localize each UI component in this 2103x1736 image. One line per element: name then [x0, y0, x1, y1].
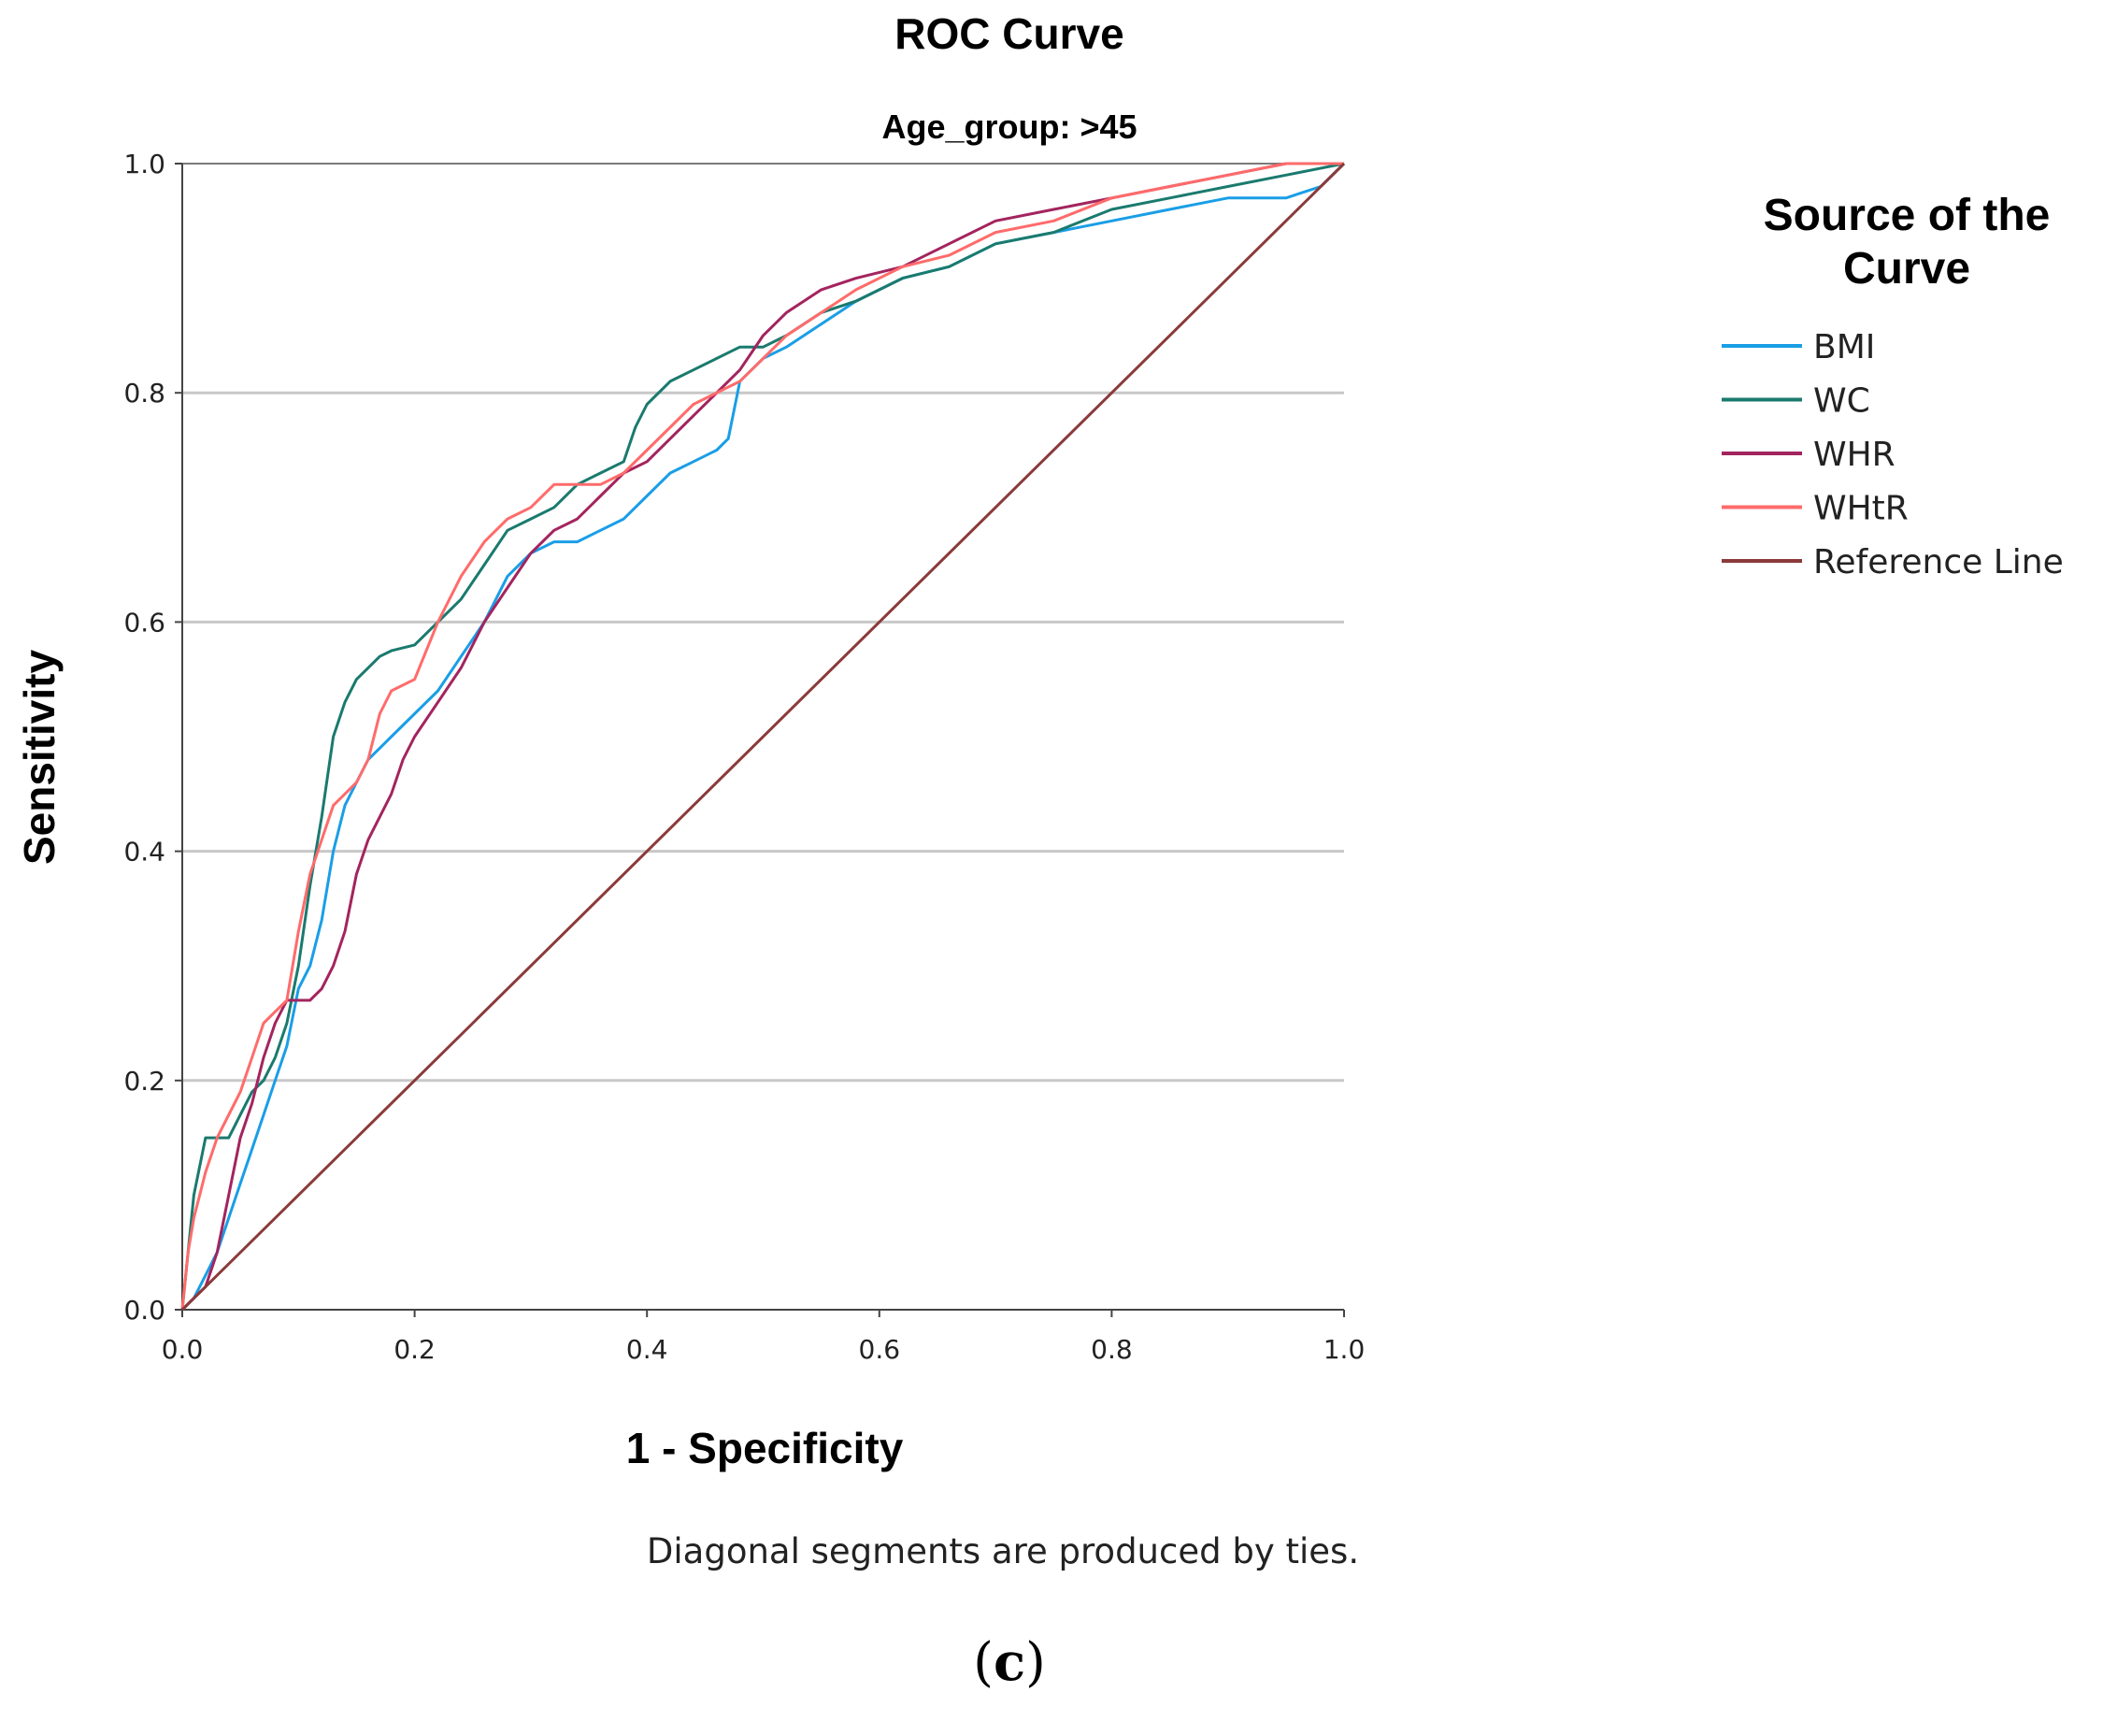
grid-lines: [182, 391, 1344, 1083]
series-line-whr: [180, 162, 1344, 1312]
axes: [181, 163, 1344, 1311]
panel-label-open: (: [973, 1632, 994, 1693]
legend-label-wc: WC: [1813, 382, 1870, 421]
series-line-wc: [180, 162, 1345, 1311]
x-tick-label-2: 0.4: [626, 1334, 668, 1365]
y-tick-labels: 0.0 0.2 0.4 0.6 0.8 1.0: [123, 149, 182, 1326]
y-tick-label-5: 1.0: [123, 149, 165, 179]
legend-label-whr: WHR: [1813, 436, 1896, 474]
series-line-reference-line: [180, 162, 1346, 1312]
chart-subtitle: Age_group: >45: [881, 108, 1137, 146]
footnote: Diagonal segments are produced by ties.: [647, 1531, 1359, 1571]
series-lines: [180, 162, 1346, 1312]
x-tick-label-1: 0.2: [393, 1334, 436, 1365]
panel-label: (c): [973, 1631, 1046, 1693]
panel-label-letter: c: [994, 1631, 1025, 1693]
x-tick-label-5: 1.0: [1323, 1334, 1366, 1365]
x-tick-label-3: 0.6: [859, 1334, 901, 1365]
y-axis-label: Sensitivity: [15, 650, 64, 866]
legend-label-whtr: WHtR: [1813, 490, 1909, 528]
x-tick-label-4: 0.8: [1091, 1334, 1133, 1365]
y-tick-label-2: 0.4: [123, 837, 165, 868]
y-tick-label-3: 0.6: [123, 607, 165, 638]
legend-label-bmi: BMI: [1813, 328, 1875, 366]
series-line-whtr: [180, 162, 1344, 1311]
y-tick-label-4: 0.8: [123, 378, 165, 409]
legend-label-reference-line: Reference Line: [1813, 543, 2064, 581]
x-axis-label: 1 - Specificity: [626, 1424, 904, 1472]
legend: Source of the Curve BMI WC WHR WHtR Reference…: [1722, 191, 2064, 581]
legend-title: Source of the Curve: [1764, 191, 2051, 294]
x-tick-label-0: 0.0: [162, 1334, 204, 1365]
panel-label-close: ): [1025, 1632, 1046, 1693]
x-tick-labels: 0.0 0.2 0.4 0.6 0.8 1.0: [162, 1310, 1366, 1365]
y-tick-label-1: 0.2: [123, 1066, 165, 1097]
y-tick-label-0: 0.0: [123, 1295, 165, 1326]
chart-title: ROC Curve: [894, 9, 1123, 58]
